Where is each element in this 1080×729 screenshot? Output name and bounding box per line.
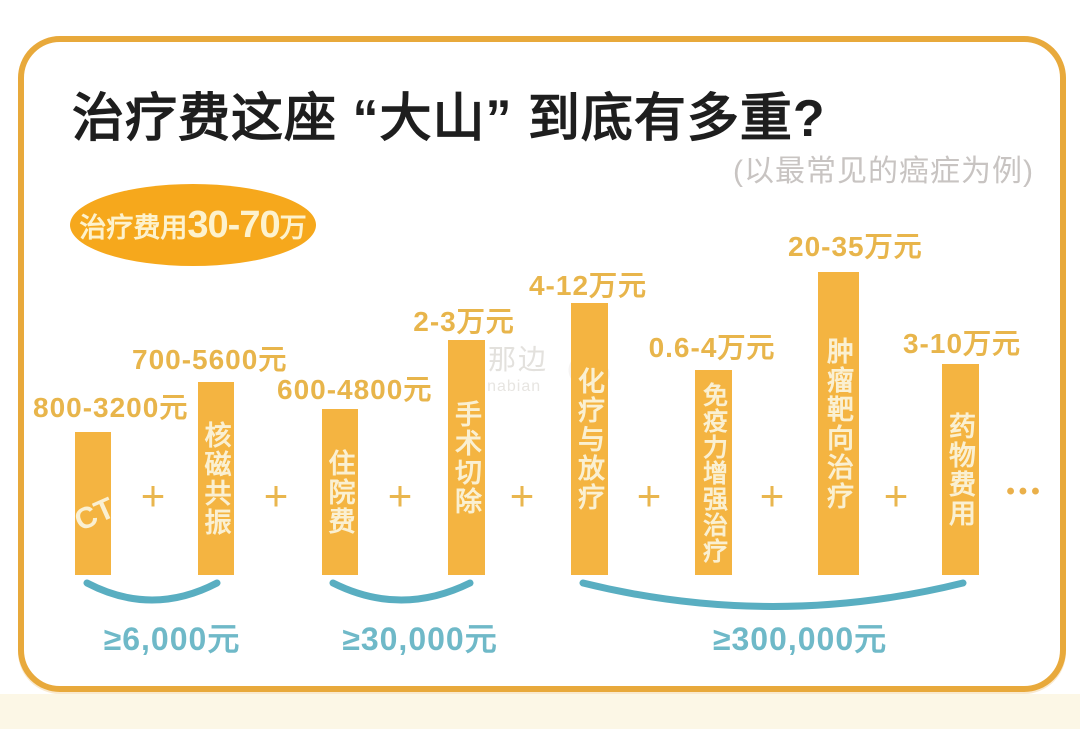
bar-label-immunity: 免疫力增强治疗 <box>699 381 728 564</box>
bar-ct: CT <box>70 432 120 575</box>
range-label-targeted: 20-35万元 <box>788 231 923 262</box>
bar-hospitalization: 住院费 <box>322 409 358 575</box>
plus-icon: + <box>387 472 413 519</box>
plus-icon: + <box>759 472 785 519</box>
badge-suffix: 万 <box>279 212 307 243</box>
page-subtitle: (以最常见的癌症为例) <box>733 155 1034 188</box>
plus-icon: + <box>636 472 662 519</box>
group-total-3: ≥300,000元 <box>712 621 888 657</box>
bar-label-targeted: 肿瘤靶向治疗 <box>823 336 853 511</box>
range-label-hospitalization: 600-4800元 <box>277 374 433 405</box>
total-cost-badge: 治疗费用 30-70 万 <box>70 184 316 266</box>
bar-label-ct: CT <box>69 491 120 538</box>
bar-label-surgery: 手术切除 <box>451 399 481 516</box>
bar-mri: 核磁共振 <box>198 382 234 575</box>
range-label-surgery: 2-3万元 <box>413 306 515 337</box>
bar-drugs: 药物费用 <box>942 364 979 575</box>
group-total-2: ≥30,000元 <box>342 621 498 657</box>
page-title: 治疗费这座 “大山” 到底有多重? <box>72 90 826 148</box>
badge-prefix: 治疗费用 <box>79 212 188 243</box>
bar-targeted: 肿瘤靶向治疗 <box>818 272 859 575</box>
range-label-immunity: 0.6-4万元 <box>648 332 776 363</box>
bar-label-hospitalization: 住院费 <box>324 448 355 536</box>
range-label-ct: 800-3200元 <box>33 392 189 423</box>
range-label-mri: 700-5600元 <box>132 344 288 375</box>
range-label-chemo-radio: 4-12万元 <box>528 270 648 301</box>
plus-icon: + <box>883 472 909 519</box>
plus-icon: + <box>263 472 289 519</box>
range-label-drugs: 3-10万元 <box>902 328 1022 359</box>
group-total-1: ≥6,000元 <box>103 621 241 657</box>
bar-label-mri: 核磁共振 <box>200 420 231 537</box>
bar-surgery: 手术切除 <box>448 340 485 575</box>
badge-amount: 30-70 <box>187 203 280 246</box>
plus-icon: + <box>140 472 166 519</box>
ellipsis-icon: ••• <box>1006 478 1044 505</box>
bar-immunity: 免疫力增强治疗 <box>695 370 732 575</box>
plus-icon: + <box>509 472 535 519</box>
page-bottom-strip <box>0 694 1080 729</box>
bar-chemo-radio: 化疗与放疗 <box>571 303 608 575</box>
bar-label-chemo-radio: 化疗与放疗 <box>574 366 604 512</box>
bar-label-drugs: 药物费用 <box>945 411 975 528</box>
